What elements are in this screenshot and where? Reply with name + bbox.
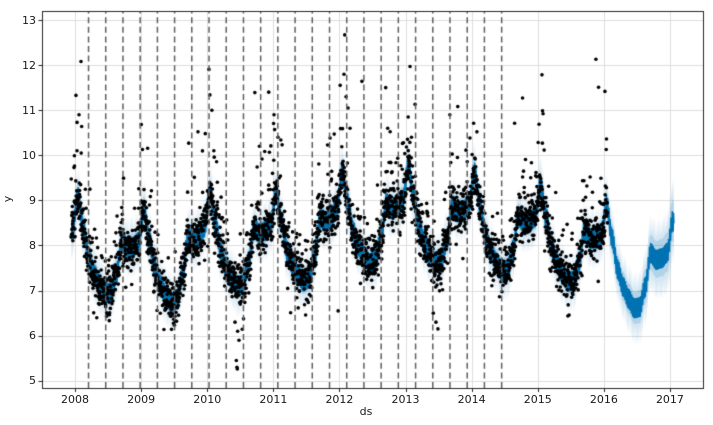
y-tick-label: 5 <box>29 374 36 388</box>
x-tick-label: 2015 <box>523 393 552 406</box>
x-tick-label: 2008 <box>61 393 90 406</box>
y-tick-label: 7 <box>29 284 36 298</box>
y-tick-label: 9 <box>29 193 36 207</box>
x-axis-label: ds <box>359 405 373 418</box>
x-tick-label: 2011 <box>259 393 288 406</box>
x-tick-label: 2016 <box>589 393 618 406</box>
y-axis-label: y <box>1 195 14 203</box>
y-tick-label: 12 <box>22 58 36 72</box>
x-tick-label: 2010 <box>193 393 222 406</box>
y-tick-label: 10 <box>22 148 36 162</box>
x-tick-label: 2014 <box>457 393 486 406</box>
x-tick-label: 2009 <box>127 393 156 406</box>
x-tick-label: 2013 <box>391 393 420 406</box>
x-tick-label: 2017 <box>655 393 684 406</box>
x-tick-label: 2012 <box>325 393 354 406</box>
y-tick-label: 11 <box>22 103 36 117</box>
y-tick-label: 6 <box>29 329 36 343</box>
y-tick-label: 13 <box>22 13 36 27</box>
y-tick-label: 8 <box>29 238 36 252</box>
